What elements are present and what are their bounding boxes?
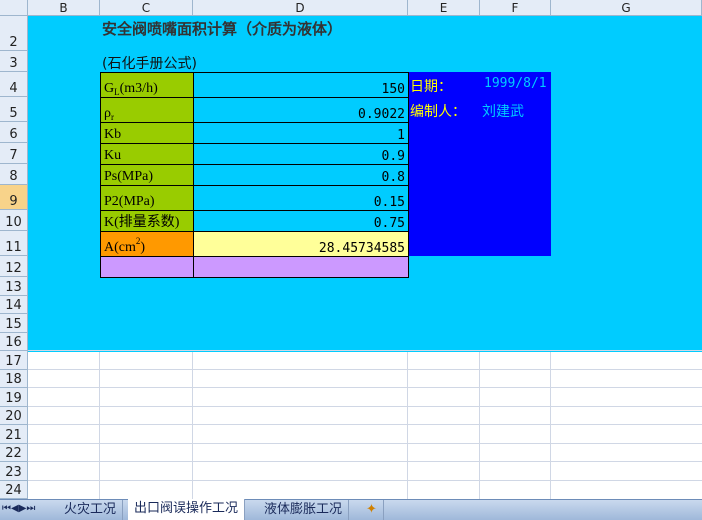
row-header-12[interactable]: 12 [0, 256, 28, 277]
gridline [192, 352, 193, 499]
sheet-tab-bar: ⏮◀▶⏭ 火灾工况 出口阀误操作工况 液体膨胀工况 ✦ [0, 499, 702, 520]
select-all-corner[interactable] [0, 0, 28, 16]
param-value-cell[interactable]: 150 [193, 72, 409, 98]
param-value-cell[interactable]: 0.8 [193, 164, 409, 186]
author-value[interactable]: 刘建武 [482, 104, 524, 120]
tab-fire-case[interactable]: 火灾工况 [58, 500, 124, 520]
row-header-24[interactable]: 24 [0, 480, 28, 499]
column-header-f[interactable]: F [480, 0, 551, 16]
gridline [28, 443, 702, 444]
row-header-6[interactable]: 6 [0, 122, 28, 143]
gridline [407, 352, 408, 499]
row-header-9[interactable]: 9 [0, 185, 28, 210]
row-header-11[interactable]: 11 [0, 231, 28, 256]
gridline [550, 352, 551, 499]
tab-outlet-valve-misoperation[interactable]: 出口阀误操作工况 [128, 499, 246, 520]
sheet-subtitle[interactable]: (石化手册公式) [102, 56, 197, 72]
param-label-sub: L [114, 87, 120, 97]
gridline [28, 387, 702, 388]
param-label-suffix: (m3/h) [119, 81, 158, 96]
gridline [28, 406, 702, 407]
tab-liquid-expansion[interactable]: 液体膨胀工况 [258, 500, 350, 520]
param-label-cell[interactable]: Ps(MPa) [100, 164, 194, 186]
param-label-cell[interactable]: Kb [100, 122, 194, 144]
param-label: G [104, 81, 115, 96]
param-label-sub: r [111, 112, 114, 122]
row-header-21[interactable]: 21 [0, 425, 28, 444]
row-header-18[interactable]: 18 [0, 369, 28, 388]
column-header-c[interactable]: C [100, 0, 193, 16]
insert-sheet-icon[interactable]: ✦ [360, 500, 384, 520]
result-value-cell[interactable]: 28.45734585 [193, 231, 409, 257]
param-value-cell[interactable]: 0.15 [193, 185, 409, 211]
row-header-16[interactable]: 16 [0, 332, 28, 351]
param-value-cell[interactable]: 0.75 [193, 210, 409, 232]
gridline [28, 369, 702, 370]
row-header-17[interactable]: 17 [0, 351, 28, 370]
gridline [28, 350, 702, 351]
gridline [99, 352, 100, 499]
row12-c-cell[interactable] [100, 256, 194, 278]
param-value-cell[interactable]: 0.9022 [193, 97, 409, 123]
author-label[interactable]: 编制人： [410, 104, 466, 120]
column-header-e[interactable]: E [408, 0, 480, 16]
gridline [28, 461, 702, 462]
param-label: Ps(MPa) [104, 169, 154, 184]
row-header-23[interactable]: 23 [0, 462, 28, 481]
gridline [28, 480, 702, 481]
date-value[interactable]: 1999/8/1 [484, 76, 547, 91]
param-label: Ku [104, 148, 122, 163]
row-header-8[interactable]: 8 [0, 164, 28, 185]
param-label: Kb [104, 127, 122, 142]
gridline [479, 352, 480, 499]
param-label-cell[interactable]: P2(MPa) [100, 185, 194, 211]
row-header-15[interactable]: 15 [0, 314, 28, 333]
gridline [28, 424, 702, 425]
result-label-sup: 2 [135, 236, 141, 246]
column-header-d[interactable]: D [193, 0, 408, 16]
result-label: A(cm [104, 240, 136, 255]
tab-nav-buttons[interactable]: ⏮◀▶⏭ [2, 503, 36, 514]
row-header-14[interactable]: 14 [0, 295, 28, 314]
row-header-22[interactable]: 22 [0, 443, 28, 462]
row-header-2[interactable]: 2 [0, 16, 28, 51]
row-header-20[interactable]: 20 [0, 406, 28, 425]
param-value-cell[interactable]: 0.9 [193, 143, 409, 165]
result-label-close: ) [140, 240, 146, 255]
row-header-5[interactable]: 5 [0, 97, 28, 122]
date-label[interactable]: 日期： [410, 79, 452, 95]
param-label-cell[interactable]: G L (m3/h) [100, 72, 194, 98]
row-header-10[interactable]: 10 [0, 210, 28, 231]
param-label: P2(MPa) [104, 194, 155, 209]
sheet-title[interactable]: 安全阀喷嘴面积计算（介质为液体） [102, 20, 343, 38]
row-header-19[interactable]: 19 [0, 388, 28, 407]
row-header-13[interactable]: 13 [0, 277, 28, 296]
param-label-cell[interactable]: Ku [100, 143, 194, 165]
param-label-cell[interactable]: K(排量系数) [100, 210, 194, 232]
row-header-7[interactable]: 7 [0, 143, 28, 164]
param-label: K(排量系数) [104, 215, 180, 230]
row12-d-cell[interactable] [193, 256, 409, 278]
column-header-g[interactable]: G [551, 0, 702, 16]
column-header-b[interactable]: B [28, 0, 100, 16]
result-label-cell[interactable]: A(cm 2) [100, 231, 194, 257]
info-block [408, 72, 551, 256]
param-value-cell[interactable]: 1 [193, 122, 409, 144]
param-label: ρ [104, 106, 111, 121]
row-header-4[interactable]: 4 [0, 72, 28, 97]
row-header-3[interactable]: 3 [0, 51, 28, 72]
